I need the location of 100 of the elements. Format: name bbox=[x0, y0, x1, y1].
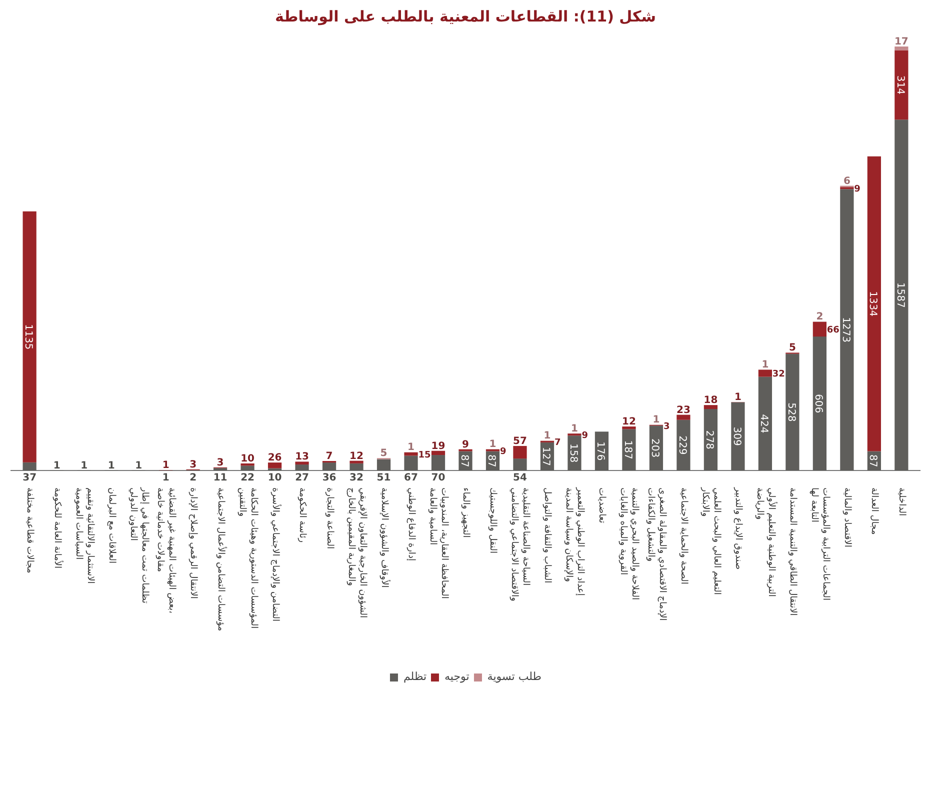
data-label: 127 bbox=[540, 446, 552, 466]
x-tick-label: المحافظة العقارية، المندوبيات السامية والعامة bbox=[428, 488, 450, 599]
data-label: 10 bbox=[268, 472, 282, 484]
data-label: 203 bbox=[649, 438, 660, 458]
data-label: 36 bbox=[322, 472, 336, 484]
data-label: 1 bbox=[544, 430, 551, 442]
data-label: 1 bbox=[135, 460, 142, 472]
data-label: 87 bbox=[458, 454, 470, 468]
data-label: 70 bbox=[431, 472, 446, 484]
data-label: 9 bbox=[854, 184, 860, 195]
data-label: 1 bbox=[489, 439, 496, 450]
x-tick-label: مجال العدالة bbox=[869, 488, 880, 535]
chart-title: شكل (11): القطاعات المعنية بالطلب على الوساطة bbox=[274, 8, 656, 26]
data-label: 17 bbox=[894, 36, 908, 48]
data-label: 1 bbox=[162, 460, 170, 472]
data-label: 37 bbox=[22, 472, 37, 484]
x-tick-label: التعليم العالي والبحث العلمي والابتكار bbox=[700, 486, 722, 595]
x-tick-label: إعداد التراب الوطني والتعمير والإسكان وسياسة المدينة bbox=[564, 486, 586, 596]
data-label: 176 bbox=[594, 442, 606, 461]
data-label: 3 bbox=[190, 459, 197, 470]
x-tick-label: الصناعة والتجارة bbox=[324, 488, 334, 549]
x-tick-label: الاقتصاد والمالية bbox=[842, 488, 852, 548]
data-label: 606 bbox=[812, 394, 824, 414]
data-label: 1135 bbox=[22, 324, 34, 350]
x-tick-label: الصحة والحماية الاجتماعية bbox=[678, 488, 688, 584]
data-label: 1 bbox=[80, 460, 88, 472]
data-label: 1 bbox=[408, 442, 415, 454]
data-label: 6 bbox=[843, 176, 850, 187]
data-label: 2 bbox=[816, 312, 824, 323]
legend-label: توجيه bbox=[444, 670, 470, 683]
data-label: 57 bbox=[513, 436, 527, 447]
data-label: 32 bbox=[772, 370, 785, 380]
data-label: 3 bbox=[216, 457, 224, 468]
x-tick-label: الشباب والثقافة والتواصل bbox=[542, 488, 552, 584]
data-label: 66 bbox=[826, 326, 840, 336]
x-tick-label: الإدماج الاقتصادي والمقاولة الصغرى والتشغيل والكفاءات bbox=[645, 488, 667, 621]
data-label: 158 bbox=[567, 443, 578, 463]
x-tick-label: الانتقال الرقمي وإصلاح الإدارة bbox=[188, 488, 198, 599]
x-tick-label: التضامن والإدماج الاجتماعي والأسرة bbox=[270, 488, 282, 622]
x-tick-label: النقل واللوجستيك bbox=[488, 488, 498, 554]
x-tick-label: التجهيز والماء bbox=[460, 488, 470, 538]
data-label: 1 bbox=[571, 423, 578, 434]
data-label: 187 bbox=[622, 440, 633, 460]
data-label: 67 bbox=[404, 472, 418, 484]
x-tick-label: تظلمات تمت معالجتها في إطار التعاون الدولي bbox=[128, 486, 150, 604]
legend-label: طلب تسوية bbox=[487, 670, 542, 683]
data-label: 9 bbox=[462, 439, 470, 450]
data-label: 15 bbox=[418, 450, 431, 461]
data-label: 7 bbox=[554, 438, 561, 448]
data-label: 26 bbox=[268, 452, 282, 464]
data-label: 51 bbox=[376, 472, 391, 484]
data-label: 309 bbox=[730, 426, 742, 446]
data-label: 424 bbox=[758, 414, 770, 434]
data-label: 10 bbox=[240, 453, 255, 464]
data-label: 23 bbox=[676, 404, 690, 416]
x-tick-label: مؤسسات التضامن والأعمال الاجتماعية bbox=[215, 488, 228, 632]
legend-label: تظلم bbox=[403, 670, 427, 683]
x-tick-label: مجالات قطاعية مختلفة bbox=[24, 488, 35, 574]
data-label: 5 bbox=[380, 448, 388, 460]
data-label: 18 bbox=[704, 395, 718, 406]
x-tick-label: الفلاحة والصيد البحري والتنمية القروية والمياه والغابات bbox=[618, 488, 640, 600]
data-label: 12 bbox=[350, 450, 364, 462]
data-label: 1 bbox=[734, 392, 742, 403]
data-label: 32 bbox=[350, 472, 364, 484]
data-label: 1 bbox=[162, 472, 170, 484]
data-label: 1587 bbox=[894, 282, 906, 308]
x-tick-label: العلاقات مع البرلمان bbox=[106, 488, 116, 564]
data-label: 11 bbox=[213, 472, 228, 484]
x-tick-label: تعاضديات bbox=[596, 488, 607, 524]
data-label: 7 bbox=[326, 450, 333, 462]
x-tick-label: إدارة الدفاع الوطني bbox=[406, 488, 416, 561]
data-label: 1334 bbox=[867, 291, 878, 317]
data-label: 87 bbox=[867, 454, 878, 468]
data-label: 19 bbox=[431, 440, 446, 452]
data-label: 9 bbox=[582, 431, 588, 442]
data-label: 1 bbox=[53, 460, 60, 472]
x-tick-label: الجماعات الترابية والمؤسسات التابعة لها bbox=[808, 488, 830, 601]
x-tick-label: الانتقال الطاقي والتنمية المستدامة bbox=[787, 488, 798, 616]
data-label: 3 bbox=[663, 422, 670, 432]
data-label: 9 bbox=[500, 446, 506, 457]
data-label: 13 bbox=[295, 452, 310, 463]
x-tick-label: التربية الوطنية والتعليم الأولي والرياضة bbox=[754, 488, 778, 597]
data-label: 1 bbox=[762, 359, 769, 370]
data-label: 12 bbox=[622, 416, 636, 428]
x-tick-label: رئاسة الحكومة bbox=[297, 488, 308, 543]
data-label: 314 bbox=[894, 75, 906, 95]
x-tick-label: الشؤون الخارجية والتعاون الإفريقي والمغاربة المقيمين بالخارج bbox=[346, 488, 368, 618]
x-tick-label: الداخلية bbox=[896, 488, 906, 516]
x-tick-label: صندوق الإيداع والتدبير bbox=[732, 486, 743, 570]
x-tick-label: المؤسسات الدستورية وهيئات الحكامة والتقنين bbox=[236, 488, 258, 629]
data-label: 1273 bbox=[840, 317, 851, 343]
x-tick-label: الأمانة العامة للحكومة bbox=[52, 488, 64, 569]
data-label: 2 bbox=[190, 472, 197, 484]
data-label: 229 bbox=[676, 436, 688, 455]
data-label: 27 bbox=[295, 472, 310, 484]
x-tick-label: الاستثمار والالتقائية وتقييم السياسات العمومية bbox=[73, 488, 95, 584]
data-label: 528 bbox=[785, 402, 796, 422]
x-tick-label: السياحة والصناعة التقليدية والاقتصاد الاجتماعي والتضامني bbox=[509, 488, 531, 602]
data-label: 22 bbox=[240, 472, 255, 484]
data-label: 1 bbox=[652, 414, 660, 426]
